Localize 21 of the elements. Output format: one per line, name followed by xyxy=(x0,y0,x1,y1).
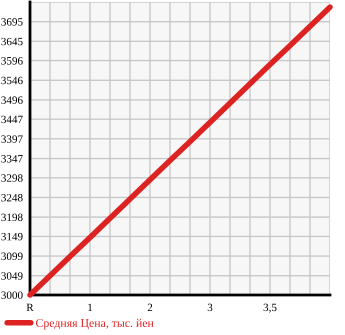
y-tick-label: 3596 xyxy=(1,57,23,65)
x-tick-label: 3,5 xyxy=(264,304,277,313)
y-tick-label: 3099 xyxy=(1,252,23,260)
y-tick-label: 3347 xyxy=(1,155,23,162)
y-tick-label: 3397 xyxy=(1,135,23,143)
y-tick-label: 3496 xyxy=(1,96,23,104)
y-tick-label: 3546 xyxy=(1,76,23,84)
y-tick-label: 3049 xyxy=(1,272,23,280)
y-tick-label: 3198 xyxy=(1,214,23,222)
y-tick-label: 3447 xyxy=(1,116,23,124)
x-tick-label: 2 xyxy=(148,304,152,312)
y-tick-label: 3248 xyxy=(1,194,23,202)
y-tick-label: 3000 xyxy=(1,291,23,299)
y-tick-label: 3298 xyxy=(1,174,23,182)
x-tick-label: 1 xyxy=(88,304,92,312)
y-tick-label: 3695 xyxy=(1,18,23,26)
y-tick-label: 3645 xyxy=(1,38,23,46)
y-tick-label: 3149 xyxy=(1,232,23,240)
x-tick-label: 3 xyxy=(208,304,212,312)
x-tick-label: R xyxy=(26,304,34,312)
legend-label: Средняя Цена, тыс. йен xyxy=(36,318,154,330)
